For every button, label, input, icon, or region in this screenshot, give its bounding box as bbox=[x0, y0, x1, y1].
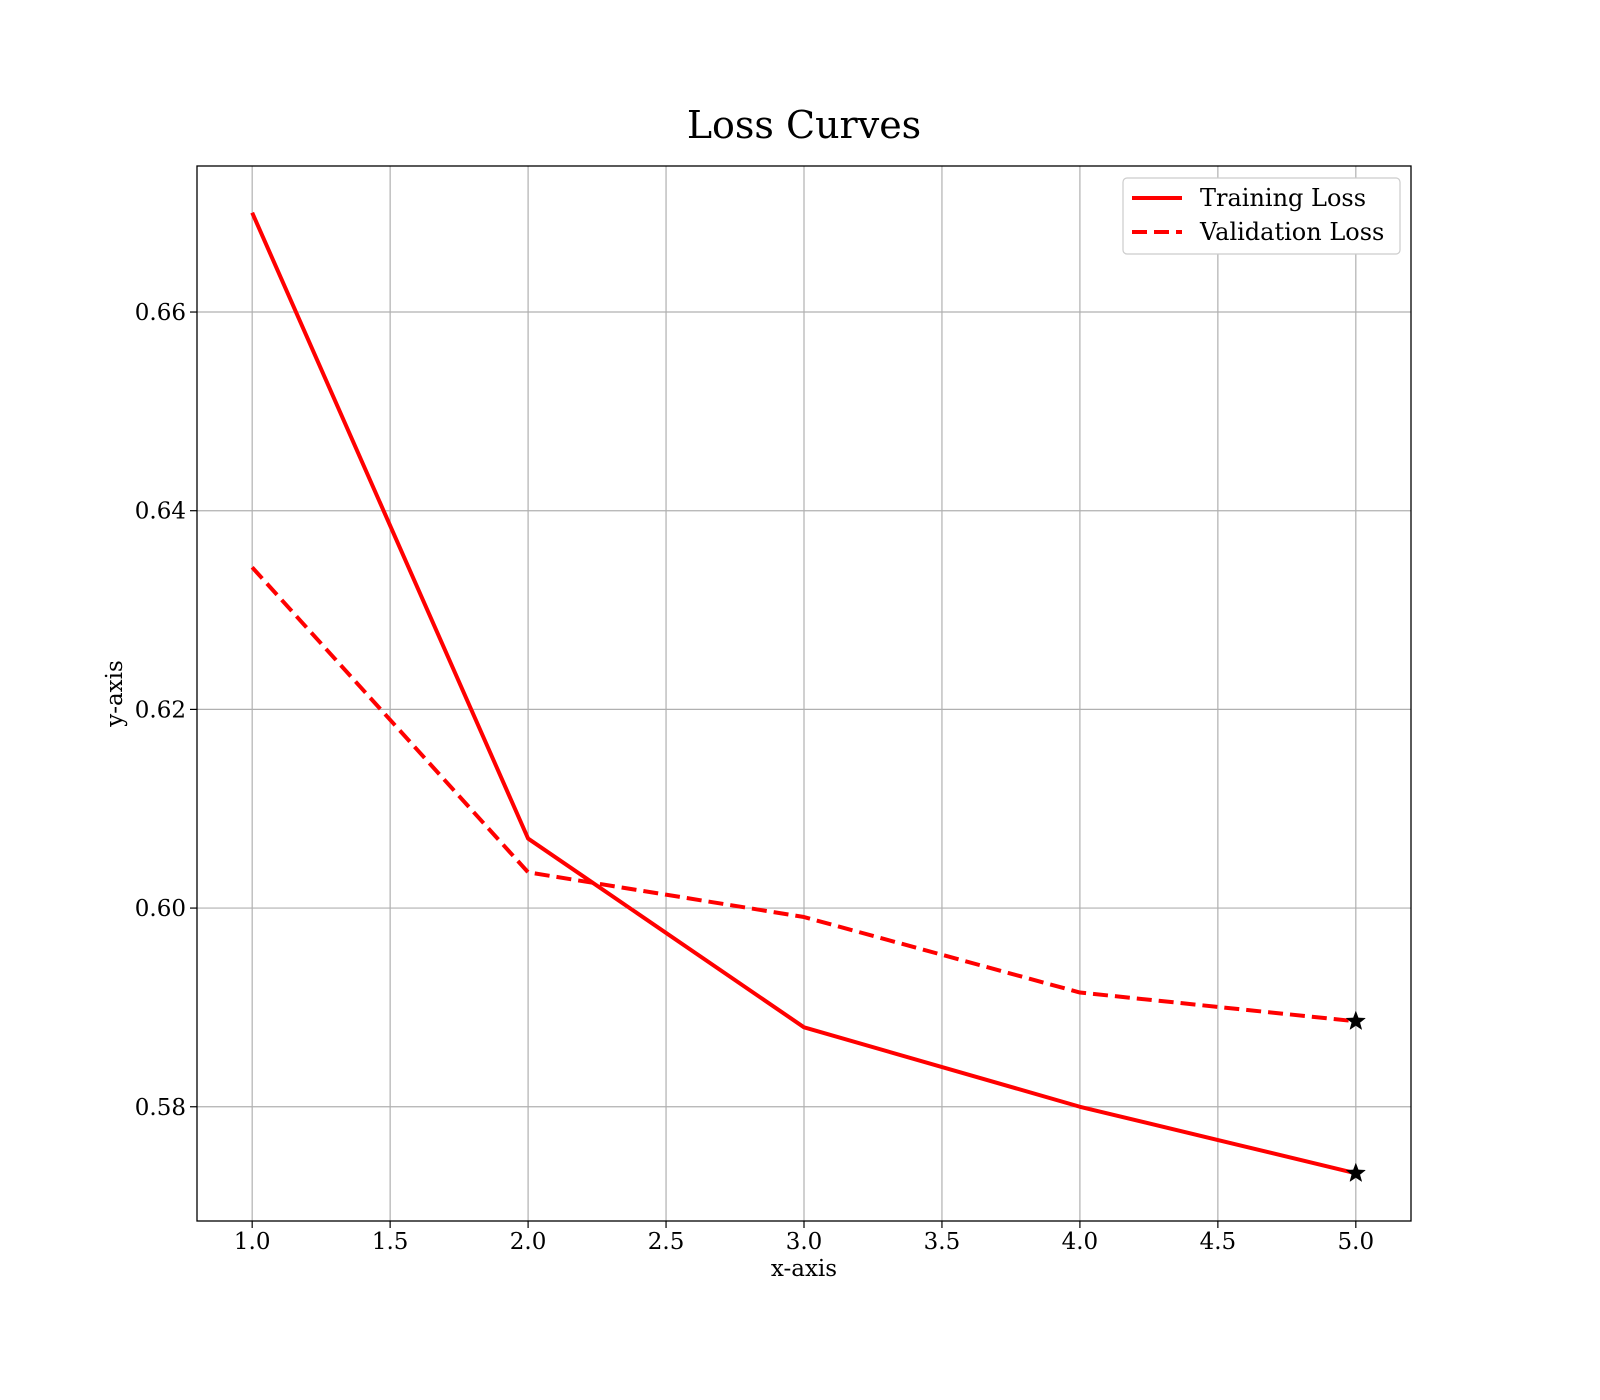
x-tick-label: 2.0 bbox=[510, 1229, 547, 1255]
legend-box bbox=[1122, 177, 1401, 255]
y-tick-label: 0.62 bbox=[135, 697, 186, 723]
end-marker-star bbox=[1345, 1010, 1367, 1030]
y-tick-label: 0.58 bbox=[135, 1095, 186, 1121]
series-layer bbox=[250, 211, 1367, 1182]
x-tick-label: 1.0 bbox=[234, 1229, 271, 1255]
x-tick-label: 4.5 bbox=[1200, 1229, 1237, 1255]
x-tick-label: 3.0 bbox=[786, 1229, 823, 1255]
ticks: 1.0 1.5 2.0 2.5 3.0 3.5 4.0 4.5 5.0 0.58 0.60 0.62 0… bbox=[135, 300, 1374, 1255]
end-marker-star bbox=[1345, 1162, 1367, 1182]
series-line-validation-loss bbox=[250, 565, 1357, 1024]
x-axis-label: x-axis bbox=[771, 1256, 837, 1282]
legend-label: Training Loss bbox=[1200, 184, 1366, 212]
legend: Training Loss Validation Loss bbox=[1122, 177, 1401, 255]
legend-label: Validation Loss bbox=[1199, 218, 1384, 246]
chart-title: Loss Curves bbox=[687, 103, 921, 147]
series-line-training-loss bbox=[250, 211, 1357, 1176]
x-tick-label: 3.5 bbox=[924, 1229, 961, 1255]
grid bbox=[197, 166, 1411, 1221]
y-tick-label: 0.64 bbox=[135, 499, 186, 525]
x-tick-label: 2.5 bbox=[648, 1229, 685, 1255]
y-axis-label: y-axis bbox=[102, 660, 128, 728]
y-tick-label: 0.66 bbox=[135, 300, 186, 326]
y-tick-label: 0.60 bbox=[135, 896, 186, 922]
x-tick-label: 1.5 bbox=[372, 1229, 409, 1255]
x-tick-label: 4.0 bbox=[1062, 1229, 1099, 1255]
x-tick-label: 5.0 bbox=[1338, 1229, 1375, 1255]
